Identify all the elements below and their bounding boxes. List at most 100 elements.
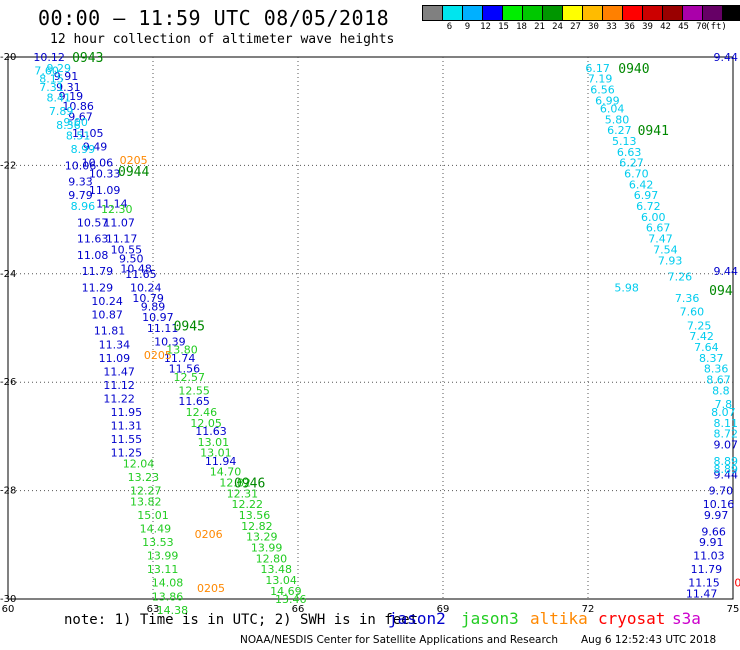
jason2-wave-height-label: 11.11 — [147, 322, 179, 335]
jason2-wave-height-label: 9.49 — [83, 140, 108, 153]
jason2-wave-height-label: 11.47 — [686, 588, 718, 601]
jason2-wave-height-label: 9.44 — [714, 468, 739, 481]
s3a-wave-height-label: 8.99 — [71, 143, 96, 156]
jason2-wave-height-label: 10.33 — [89, 168, 121, 181]
s3a-wave-height-label: 7.54 — [653, 243, 678, 256]
x-tick-label: 69 — [437, 604, 450, 615]
jason2-wave-height-label: 10.12 — [33, 51, 65, 64]
jason3-wave-height-label: 12.82 — [219, 476, 251, 489]
chart-subtitle: 12 hour collection of altimeter wave hei… — [50, 32, 395, 47]
color-scale-legend — [422, 5, 740, 21]
s3a-wave-height-label: 7.31 — [39, 81, 64, 94]
footer-credit: NOAA/NESDIS Center for Satellite Applica… — [240, 634, 558, 646]
legend-bin-label: 36 — [624, 22, 635, 32]
jason3-wave-height-label: 13.82 — [130, 495, 162, 508]
legend-bin-label: 21 — [534, 22, 545, 32]
jason2-wave-height-label: 10.55 — [111, 243, 143, 256]
jason3-wave-height-label: 12.30 — [101, 203, 133, 216]
altika-wave-height-label: 0205 — [197, 582, 225, 595]
s3a-wave-height-label: 7.25 — [687, 319, 712, 332]
pass-time-label: 0944 — [118, 165, 149, 180]
s3a-wave-height-label: 8.89 — [714, 455, 739, 468]
s3a-wave-height-label: 6.70 — [624, 168, 649, 181]
s3a-wave-height-label: 8.11 — [714, 417, 739, 430]
jason3-wave-height-label: 13.80 — [166, 344, 198, 357]
jason2-wave-height-label: 11.74 — [164, 352, 196, 365]
jason2-wave-height-label: 10.57 — [77, 216, 109, 229]
legend-bin-label: 33 — [606, 22, 617, 32]
pass-time-label: 0941 — [638, 124, 669, 139]
s3a-wave-height-label: 7.26 — [668, 271, 693, 284]
footer-timestamp: Aug 6 12:52:43 UTC 2018 — [581, 634, 717, 646]
jason2-wave-height-label: 9.79 — [68, 189, 93, 202]
s3a-wave-height-label: 8.41 — [47, 92, 72, 105]
s3a-wave-height-label: 7.93 — [658, 254, 683, 267]
jason2-wave-height-label: 11.81 — [94, 325, 126, 338]
jason2-wave-height-label: 11.05 — [72, 127, 104, 140]
legend-bin-label: 45 — [678, 22, 689, 32]
jason2-wave-height-label: 9.89 — [141, 300, 166, 313]
jason2-wave-height-label: 11.79 — [82, 265, 114, 278]
jason3-wave-height-label: 13.46 — [275, 593, 307, 606]
s3a-wave-height-label: 6.99 — [595, 94, 620, 107]
s3a-wave-height-label: 6.27 — [607, 124, 632, 137]
s3a-wave-height-label: 7.8 — [715, 398, 733, 411]
jason2-wave-height-label: 11.25 — [111, 447, 143, 460]
legend-bin-label: 42 — [660, 22, 671, 32]
legend-bin-label: 18 — [516, 22, 527, 32]
y-tick-label: -30 — [0, 594, 16, 605]
s3a-wave-height-label: 6.00 — [641, 211, 666, 224]
pass-time-label: 094 — [709, 284, 733, 299]
legend-bin-label: 27 — [570, 22, 581, 32]
jason3-wave-height-label: 14.49 — [140, 523, 172, 536]
jason2-wave-height-label: 11.31 — [111, 420, 143, 433]
s3a-wave-height-label: 7.42 — [689, 330, 714, 343]
satellite-legend-s3a: s3a — [672, 609, 701, 628]
satellite-legend-jason3: jason3 — [461, 609, 519, 628]
jason2-wave-height-label: 9.91 — [54, 70, 79, 83]
altika-wave-height-label: 0205 — [144, 349, 172, 362]
s3a-wave-height-label: 7.89 — [49, 105, 74, 118]
jason2-wave-height-label: 11.34 — [99, 338, 131, 351]
y-tick-label: -24 — [0, 269, 16, 280]
jason3-wave-height-label: 15.01 — [137, 509, 169, 522]
jason3-wave-height-label: 12.57 — [174, 371, 206, 384]
jason2-wave-height-label: 10.79 — [132, 292, 164, 305]
jason2-wave-height-label: 11.08 — [77, 249, 109, 262]
jason3-wave-height-label: 14.69 — [270, 585, 302, 598]
jason2-wave-height-label: 9.44 — [714, 51, 739, 64]
jason2-wave-height-label: 11.17 — [106, 233, 138, 246]
jason2-wave-height-label: 11.12 — [103, 379, 135, 392]
s3a-wave-height-label: 7.60 — [34, 65, 59, 78]
jason2-wave-height-label: 11.94 — [205, 455, 237, 468]
jason2-wave-height-label: 11.14 — [96, 197, 128, 210]
jason3-wave-height-label: 12.46 — [186, 406, 218, 419]
s3a-wave-height-label: 8.51 — [66, 130, 91, 143]
altika-wave-height-label: 0205 — [120, 154, 148, 167]
jason3-wave-height-label: 14.70 — [210, 466, 242, 479]
plot-frame — [7, 56, 734, 600]
jason2-wave-height-label: 9.66 — [701, 525, 726, 538]
footer-note: note: 1) Time is in UTC; 2) SWH is in fe… — [64, 612, 419, 628]
s3a-wave-height-label: 8.8 — [712, 384, 730, 397]
y-tick-label: -20 — [0, 52, 16, 63]
s3a-wave-height-label: 8.36 — [704, 363, 729, 376]
s3a-wave-height-label: 6.97 — [634, 189, 659, 202]
satellite-legend-cryosat: cryosat — [598, 609, 666, 628]
jason2-wave-height-label: 10.24 — [91, 295, 123, 308]
jason2-wave-height-label: 11.65 — [178, 395, 210, 408]
jason2-wave-height-label: 10.39 — [154, 336, 186, 349]
s3a-wave-height-label: 6.63 — [617, 146, 642, 159]
jason2-wave-height-label: 11.47 — [103, 365, 135, 378]
jason2-wave-height-label: 10.86 — [62, 100, 94, 113]
jason2-wave-height-label: 11.22 — [103, 392, 135, 405]
x-tick-label: 60 — [2, 604, 15, 615]
jason2-wave-height-label: 9.97 — [704, 509, 729, 522]
legend-bin-label: 70 — [696, 22, 707, 32]
jason2-wave-height-label: 11.56 — [169, 363, 201, 376]
jason3-wave-height-label: 13.11 — [147, 563, 179, 576]
cryosat-wave-height-label: 0 — [734, 577, 740, 590]
jason3-wave-height-label: 13.53 — [142, 536, 174, 549]
y-tick-label: -28 — [0, 486, 16, 497]
